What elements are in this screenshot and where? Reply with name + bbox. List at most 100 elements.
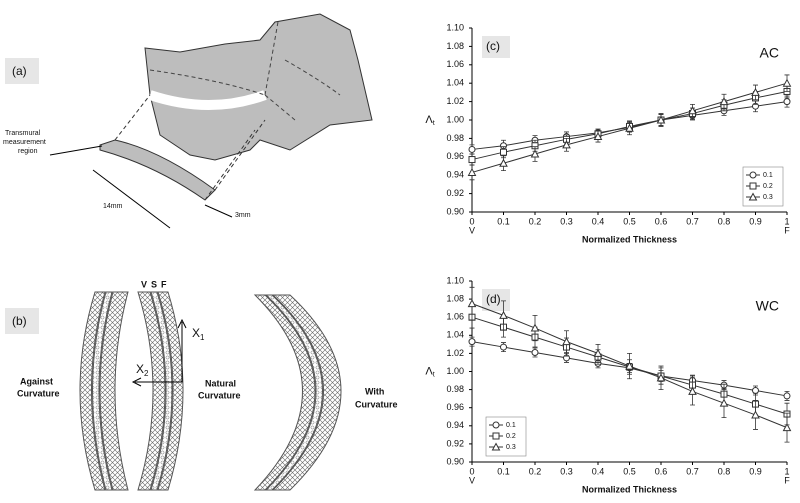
marker (530, 323, 540, 332)
cut-band (148, 90, 267, 110)
legend-marker (492, 432, 500, 440)
marker (719, 97, 729, 106)
marker (625, 361, 634, 370)
x-tick-label: 0.6 (655, 216, 668, 226)
marker (531, 348, 539, 356)
y-tick-label: 0.92 (446, 438, 464, 448)
marker (499, 158, 508, 167)
axis-base: X (136, 362, 144, 376)
marker (467, 167, 477, 176)
length-label: 14mm (103, 203, 123, 210)
y-tick-label: 0.94 (446, 170, 464, 180)
marker (752, 387, 759, 395)
y-tick-label: 1.04 (446, 78, 464, 88)
layer (99, 291, 129, 491)
y-axis-symbol: Λ (425, 365, 433, 377)
legend-label: 0.2 (506, 433, 516, 440)
y-tick-label: 0.94 (446, 420, 464, 430)
x-tick-label: 0.9 (749, 466, 762, 476)
marker (500, 343, 507, 351)
y-tick-label: 1.02 (446, 348, 464, 358)
x-end-label: F (784, 475, 790, 485)
x-tick-label: 0 (469, 216, 474, 226)
panel-a: (a) Transmural measurement region 14mm 3… (3, 13, 373, 229)
dimension (92, 169, 171, 229)
axis-base: X (192, 326, 200, 340)
layer (271, 294, 342, 491)
y-tick-label: 0.90 (446, 206, 464, 216)
arrow-head (177, 318, 187, 329)
marker (593, 132, 603, 141)
marker (625, 123, 634, 132)
legend-marker (749, 182, 757, 190)
y-tick-label: 1.00 (446, 114, 464, 124)
marker (468, 145, 476, 153)
y-tick-label: 0.96 (446, 402, 464, 412)
y-tick-label: 1.10 (446, 275, 464, 285)
legend-label: 0.1 (506, 422, 516, 429)
region-label: measurement (3, 139, 46, 146)
x-tick-label: 1 (784, 466, 789, 476)
vessel (149, 21, 341, 121)
arrow-head (131, 377, 142, 387)
x-tick-label: 0.9 (749, 216, 762, 226)
panel-label: (a) (12, 64, 27, 78)
y-tick-label: 0.92 (446, 188, 464, 198)
case-label: Curvature (355, 399, 398, 409)
x-tick-label: 0.6 (655, 466, 668, 476)
panel-label-box (482, 289, 510, 311)
y-tick-label: 1.00 (446, 366, 464, 376)
x-tick-label: 0.5 (623, 216, 636, 226)
panel-label-box (5, 58, 39, 84)
x-tick-label: 0 (469, 466, 474, 476)
legend-label: 0.1 (763, 172, 773, 179)
axis-sub: 2 (144, 369, 149, 378)
marker (782, 78, 792, 87)
panel-label: (b) (12, 314, 27, 328)
x-axis-title: Normalized Thickness (582, 484, 677, 494)
case-label: Natural (205, 378, 236, 388)
legend-marker (749, 171, 757, 179)
legend-label: 0.3 (506, 444, 516, 451)
marker (562, 140, 571, 149)
projection (114, 94, 266, 201)
x-tick-label: 0.7 (686, 216, 699, 226)
y-axis-subscript: t (433, 371, 435, 378)
width-label: 3mm (235, 212, 251, 219)
tissue (144, 13, 373, 161)
x-tick-label: 0.2 (529, 466, 542, 476)
chart: 0.900.920.940.960.981.001.021.041.061.08… (425, 275, 792, 494)
panel-label: (c) (486, 39, 500, 53)
y-tick-label: 0.98 (446, 133, 464, 143)
panel-label-box (482, 36, 510, 58)
axis-name: X1 (192, 326, 205, 342)
y-axis-subscript: t (433, 120, 435, 127)
case-label: Curvature (17, 388, 60, 398)
y-tick-label: 0.98 (446, 384, 464, 394)
x-tick-label: 0.7 (686, 466, 699, 476)
marker (499, 310, 508, 319)
region-label: region (18, 148, 38, 155)
case-label: Against (20, 376, 53, 386)
marker (783, 392, 791, 400)
layer (92, 291, 113, 491)
region-label: Transmural (5, 130, 41, 137)
layer (150, 291, 173, 491)
marker (468, 338, 476, 346)
marker (751, 87, 760, 96)
y-axis-title: Λt (425, 114, 434, 127)
y-axis-title: Λt (425, 365, 434, 378)
x-tick-label: 0.5 (623, 466, 636, 476)
legend-marker (492, 421, 500, 429)
legend-label: 0.3 (763, 194, 773, 201)
y-axis-symbol: Λ (425, 114, 433, 126)
marker (751, 410, 760, 419)
marker (593, 348, 603, 357)
x-tick-label: 0.2 (529, 216, 542, 226)
x-tick-label: 0.1 (497, 216, 510, 226)
y-tick-label: 1.04 (446, 330, 464, 340)
x-tick-label: 0.8 (718, 216, 731, 226)
pointer (49, 145, 103, 156)
x-tick-label: 0.4 (592, 466, 605, 476)
y-tick-label: 1.08 (446, 41, 464, 51)
